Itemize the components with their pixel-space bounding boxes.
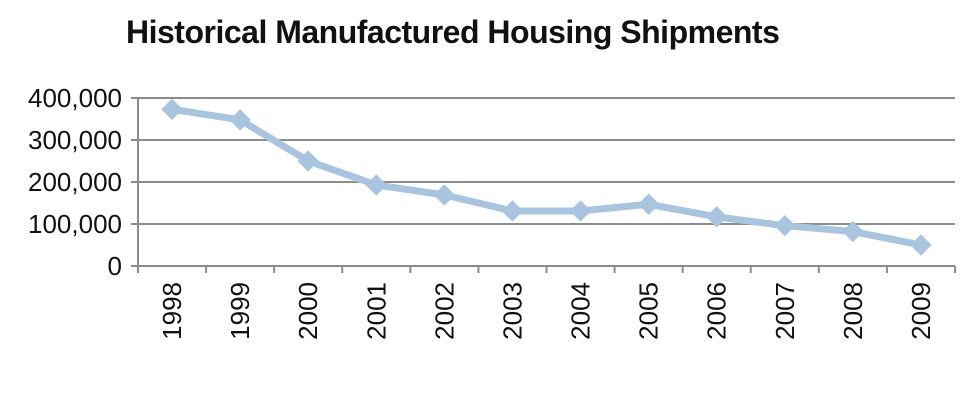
axes: [131, 97, 956, 273]
data-point-2007: [774, 214, 796, 237]
y-tick-label: 0: [108, 251, 122, 281]
series-line: [168, 105, 925, 249]
y-tick-label: 100,000: [28, 209, 122, 239]
data-point-2008: [842, 220, 864, 243]
x-tick-label: 1998: [157, 282, 187, 340]
data-point-2004: [569, 200, 592, 222]
x-tick-label: 2002: [429, 282, 459, 340]
data-point-1998: [161, 98, 183, 121]
data-point-1999: [229, 109, 251, 131]
x-tick-label: 1999: [225, 282, 255, 340]
y-tick-labels: 0 100,000 200,000 300,000 400,000: [28, 83, 122, 281]
x-tick-labels: 1998 1999 2000 2001 2002 2003 2004 2005 2006 2007…: [157, 282, 936, 340]
y-tick-label: 400,000: [28, 83, 122, 113]
data-point-2002: [433, 184, 456, 206]
x-tick-label: 2006: [702, 282, 732, 340]
data-point-2009: [910, 234, 932, 256]
data-series: [161, 98, 932, 256]
x-tick-label: 2007: [770, 282, 800, 340]
data-point-2005: [637, 193, 660, 215]
x-tick-label: 2000: [293, 282, 323, 340]
gridlines: [138, 97, 955, 225]
x-tick-label: 2003: [497, 282, 527, 340]
y-tick-label: 300,000: [28, 125, 122, 155]
data-point-2000: [297, 150, 319, 172]
x-tick-label: 2004: [566, 282, 596, 340]
x-tick-label: 2009: [906, 282, 936, 340]
y-tick-label: 200,000: [28, 167, 122, 197]
chart-title: Historical Manufactured Housing Shipment…: [126, 14, 780, 50]
x-tick-label: 2005: [634, 282, 664, 340]
data-point-2001: [365, 174, 387, 196]
x-tick-label: 2008: [838, 282, 868, 340]
x-tick-label: 2001: [361, 282, 391, 340]
data-point-2003: [501, 200, 524, 222]
data-point-2006: [706, 206, 728, 228]
